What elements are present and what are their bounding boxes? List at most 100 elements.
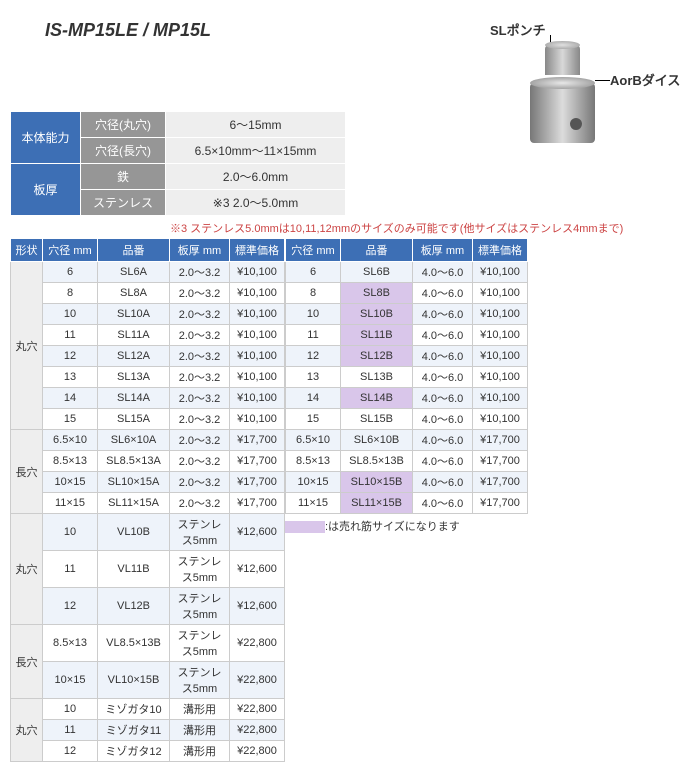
spec-thick-label: 板厚 (11, 164, 81, 216)
table-cell: ¥10,100 (473, 409, 528, 430)
table-cell: 8.5×13 (43, 451, 98, 472)
table-cell: ¥17,700 (230, 451, 285, 472)
table-cell: 4.0～6.0 (413, 472, 473, 493)
table-cell: 2.0～3.2 (170, 472, 230, 493)
table-cell: 14 (43, 388, 98, 409)
table-cell: SL10×15A (98, 472, 170, 493)
table-cell: 溝形用 (170, 720, 230, 741)
table-cell: ステンレス5mm (170, 514, 230, 551)
table-cell: 8 (43, 283, 98, 304)
table-cell: 10×15 (43, 472, 98, 493)
table-cell: 溝形用 (170, 699, 230, 720)
table-cell: 12 (286, 346, 341, 367)
table-cell: ¥17,700 (230, 493, 285, 514)
parts-table-right: 穴径 mm 品番 板厚 mm 標準価格 6SL6B4.0～6.0¥10,1008… (285, 238, 528, 514)
table-cell: SL13B (341, 367, 413, 388)
punch-icon (545, 45, 580, 75)
legend-swatch (285, 521, 325, 533)
table-cell: 2.0～3.2 (170, 367, 230, 388)
table-cell: 2.0～3.2 (170, 451, 230, 472)
col-thickness: 板厚 mm (170, 239, 230, 262)
table-cell: 2.0～3.2 (170, 325, 230, 346)
table-cell: SL11A (98, 325, 170, 346)
table-cell: 2.0～3.2 (170, 262, 230, 283)
table-cell: SL12B (341, 346, 413, 367)
table-cell: ¥10,100 (230, 283, 285, 304)
table-cell: SL10A (98, 304, 170, 325)
table-cell: 2.0～3.2 (170, 409, 230, 430)
table-cell: ¥10,100 (230, 262, 285, 283)
table-cell: 15 (43, 409, 98, 430)
table-cell: SL6B (341, 262, 413, 283)
table-cell: ¥17,700 (473, 451, 528, 472)
table-cell: 11×15 (43, 493, 98, 514)
table-cell: ¥12,600 (230, 551, 285, 588)
table-cell: 4.0～6.0 (413, 304, 473, 325)
table-cell: SL8.5×13B (341, 451, 413, 472)
die-label: AorBダイス (610, 70, 680, 89)
legend: :は売れ筋サイズになります (285, 514, 528, 534)
table-cell: 11×15 (286, 493, 341, 514)
table-cell: 4.0～6.0 (413, 346, 473, 367)
spec-row-header: 鉄 (81, 164, 166, 190)
table-cell: ¥22,800 (230, 699, 285, 720)
table-cell: 4.0～6.0 (413, 430, 473, 451)
punch-label: SLポンチ (490, 20, 546, 39)
table-cell: SL8B (341, 283, 413, 304)
table-cell: 2.0～3.2 (170, 346, 230, 367)
spec-row-value: 2.0～6.0mm (166, 164, 346, 190)
table-cell: ¥22,800 (230, 662, 285, 699)
leader-line (595, 80, 610, 81)
table-cell: 15 (286, 409, 341, 430)
table-cell: 4.0～6.0 (413, 451, 473, 472)
parts-table-left: 形状 穴径 mm 品番 板厚 mm 標準価格 丸穴6SL6A2.0～3.2¥10… (10, 238, 285, 762)
table-cell: ¥10,100 (230, 409, 285, 430)
table-cell: ミゾガタ11 (98, 720, 170, 741)
table-cell: ¥17,700 (230, 472, 285, 493)
table-cell: ¥12,600 (230, 588, 285, 625)
table-cell: 8.5×13 (43, 625, 98, 662)
table-cell: SL13A (98, 367, 170, 388)
table-cell: ¥10,100 (230, 304, 285, 325)
table-cell: SL8.5×13A (98, 451, 170, 472)
table-cell: 8 (286, 283, 341, 304)
shape-cell: 丸穴 (11, 514, 43, 625)
table-cell: 11 (43, 551, 98, 588)
spec-row-header: 穴径(長穴) (81, 138, 166, 164)
col-thickness: 板厚 mm (413, 239, 473, 262)
table-cell: 12 (43, 588, 98, 625)
table-cell: ¥10,100 (473, 304, 528, 325)
table-cell: ¥10,100 (473, 367, 528, 388)
col-price: 標準価格 (230, 239, 285, 262)
table-cell: 13 (43, 367, 98, 388)
spec-row-value: 6～15mm (166, 112, 346, 138)
die-icon (530, 83, 595, 143)
table-cell: ¥17,700 (473, 493, 528, 514)
table-cell: 6 (286, 262, 341, 283)
table-cell: ステンレス5mm (170, 588, 230, 625)
col-partno: 品番 (341, 239, 413, 262)
table-cell: ¥17,700 (473, 430, 528, 451)
table-cell: SL15B (341, 409, 413, 430)
legend-text: :は売れ筋サイズになります (325, 521, 460, 533)
table-cell: 2.0～3.2 (170, 430, 230, 451)
table-cell: 2.0～3.2 (170, 388, 230, 409)
table-cell: ¥22,800 (230, 625, 285, 662)
table-cell: ステンレス5mm (170, 662, 230, 699)
table-cell: 4.0～6.0 (413, 409, 473, 430)
table-cell: VL10B (98, 514, 170, 551)
col-partno: 品番 (98, 239, 170, 262)
table-cell: VL11B (98, 551, 170, 588)
table-cell: 4.0～6.0 (413, 283, 473, 304)
table-cell: 10×15 (43, 662, 98, 699)
table-cell: 14 (286, 388, 341, 409)
table-cell: SL11×15B (341, 493, 413, 514)
table-cell: 4.0～6.0 (413, 262, 473, 283)
table-cell: SL14A (98, 388, 170, 409)
table-cell: 11 (286, 325, 341, 346)
table-cell: 4.0～6.0 (413, 493, 473, 514)
shape-cell: 丸穴 (11, 262, 43, 430)
table-cell: 8.5×13 (286, 451, 341, 472)
table-cell: VL10×15B (98, 662, 170, 699)
table-cell: SL8A (98, 283, 170, 304)
